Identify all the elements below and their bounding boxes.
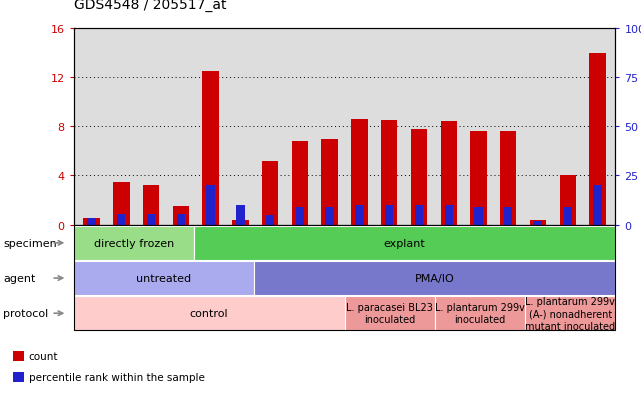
Bar bbox=[440, 122, 457, 225]
Bar bbox=[444, 206, 453, 225]
Text: agent: agent bbox=[3, 273, 36, 283]
Bar bbox=[147, 214, 155, 225]
Bar bbox=[292, 142, 308, 225]
Bar bbox=[266, 215, 274, 225]
Text: specimen: specimen bbox=[3, 238, 57, 248]
Bar bbox=[177, 214, 185, 225]
Bar bbox=[563, 208, 572, 225]
Text: directly frozen: directly frozen bbox=[94, 238, 174, 248]
Bar bbox=[385, 206, 394, 225]
Bar bbox=[594, 186, 602, 225]
Bar bbox=[415, 206, 423, 225]
Bar bbox=[589, 53, 606, 225]
Bar bbox=[232, 220, 249, 225]
Text: percentile rank within the sample: percentile rank within the sample bbox=[29, 372, 204, 382]
Bar bbox=[83, 219, 100, 225]
Bar bbox=[504, 208, 512, 225]
Text: L. plantarum 299v
(A-) nonadherent
mutant inoculated: L. plantarum 299v (A-) nonadherent mutan… bbox=[525, 296, 615, 331]
Text: count: count bbox=[29, 351, 58, 361]
Bar bbox=[530, 220, 546, 225]
Bar bbox=[206, 186, 215, 225]
Bar bbox=[87, 219, 96, 225]
Bar bbox=[474, 208, 483, 225]
Bar bbox=[143, 186, 159, 225]
Text: L. paracasei BL23
inoculated: L. paracasei BL23 inoculated bbox=[346, 302, 433, 325]
Text: L. plantarum 299v
inoculated: L. plantarum 299v inoculated bbox=[435, 302, 525, 325]
Text: GDS4548 / 205517_at: GDS4548 / 205517_at bbox=[74, 0, 226, 12]
Text: PMA/IO: PMA/IO bbox=[415, 273, 454, 283]
Bar bbox=[172, 206, 189, 225]
Bar bbox=[236, 206, 244, 225]
Bar bbox=[262, 161, 278, 225]
Bar bbox=[117, 214, 126, 225]
Bar bbox=[411, 129, 427, 225]
Bar bbox=[560, 176, 576, 225]
Text: explant: explant bbox=[384, 238, 426, 248]
Text: control: control bbox=[190, 309, 228, 318]
Bar bbox=[381, 121, 397, 225]
Bar bbox=[296, 208, 304, 225]
Text: untreated: untreated bbox=[137, 273, 192, 283]
Bar bbox=[534, 221, 542, 225]
Bar bbox=[113, 182, 129, 225]
Text: protocol: protocol bbox=[3, 309, 49, 318]
Bar bbox=[351, 120, 367, 225]
Bar bbox=[500, 132, 517, 225]
Bar bbox=[203, 72, 219, 225]
Bar bbox=[322, 139, 338, 225]
Bar bbox=[355, 206, 363, 225]
Bar bbox=[326, 208, 334, 225]
Bar bbox=[470, 132, 487, 225]
